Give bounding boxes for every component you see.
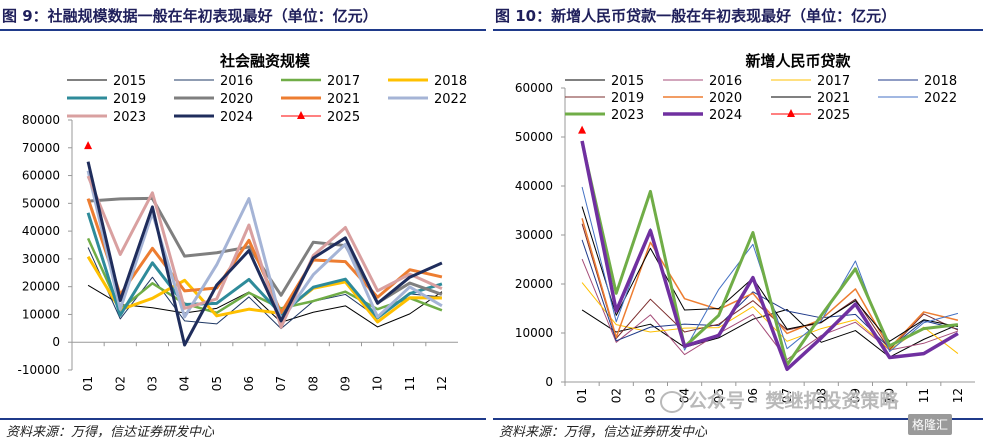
legend-label-2020: 2020 <box>709 91 742 106</box>
legend-label-2020: 2020 <box>220 92 253 107</box>
x-tick-label: 11 <box>403 376 417 391</box>
legend-label-2023: 2023 <box>113 110 146 125</box>
x-tick-label: 03 <box>145 376 159 391</box>
x-tick-label: 10 <box>883 388 897 403</box>
y-tick-label: 50000 <box>22 196 60 210</box>
x-tick-label: 03 <box>643 388 657 403</box>
right-figure-panel: 图 10：新增人民币贷款一般在年初表现最好（单位：亿元） 新增人民币贷款 0 100… <box>493 0 986 440</box>
legend-label-2018: 2018 <box>924 74 957 89</box>
legend-label-2019: 2019 <box>113 92 146 107</box>
series-line-2015 <box>87 284 443 328</box>
series-line-2018 <box>86 255 442 324</box>
series-line-2023 <box>580 141 959 367</box>
legend-label-2016: 2016 <box>220 74 253 89</box>
x-tick-label: 05 <box>712 388 726 403</box>
legend-label-2017: 2017 <box>817 74 850 89</box>
series-point-2025 <box>84 141 93 150</box>
legend-label-2025: 2025 <box>817 108 850 123</box>
left-figure-panel: 图 9：社融规模数据一般在年初表现最好（单位：亿元） 社会融资规模 -10000 0… <box>0 0 493 440</box>
legend-label-2024: 2024 <box>709 108 742 123</box>
legend-label-2024: 2024 <box>220 110 253 125</box>
y-tick-label: 20000 <box>515 277 553 291</box>
x-tick-label: 08 <box>306 376 320 391</box>
x-tick-label: 08 <box>814 388 828 403</box>
y-tick-label: 30000 <box>515 228 553 242</box>
series-line-2019 <box>581 223 959 351</box>
footer-divider <box>0 418 486 420</box>
series-line-2020 <box>581 218 959 349</box>
x-tick-label: 01 <box>81 376 95 391</box>
legend-label-2022: 2022 <box>924 91 957 106</box>
y-tick-label: 0 <box>545 375 553 389</box>
watermark: 公众号 · 樊继拓投资策略 <box>660 386 898 413</box>
legend-marker-2025 <box>787 109 795 117</box>
figure-title: 图 9：社融规模数据一般在年初表现最好（单位：亿元） <box>2 7 378 25</box>
series-line-2022 <box>86 170 443 323</box>
x-tick-label: 01 <box>575 388 589 403</box>
series-line-2023 <box>86 175 443 329</box>
legend-label-2019: 2019 <box>611 91 644 106</box>
y-tick-label: 60000 <box>515 81 553 95</box>
series-line-2024 <box>86 161 443 347</box>
legend-label-2021: 2021 <box>817 91 850 106</box>
chart-title: 新增人民币贷款 <box>745 52 851 70</box>
legend-marker-2025 <box>297 111 305 119</box>
y-tick-label: 70000 <box>22 141 60 155</box>
x-tick-label: 09 <box>338 376 352 391</box>
legend-label-2021: 2021 <box>327 92 360 107</box>
y-tick-label: 60000 <box>22 169 60 183</box>
x-tick-label: 07 <box>780 388 794 403</box>
x-tick-label: 11 <box>917 388 931 403</box>
title-divider <box>493 29 983 31</box>
y-tick-label: 80000 <box>22 113 60 127</box>
footer-divider <box>493 418 983 420</box>
series-point-2025 <box>578 125 587 134</box>
x-tick-label: 12 <box>435 376 449 391</box>
new-rmb-loans-chart: 新增人民币贷款 0 10000 20000 30000 40000 50000 60000 01… <box>515 52 975 403</box>
x-tick-label: 02 <box>113 376 127 391</box>
legend-label-2016: 2016 <box>709 74 742 89</box>
y-tick-label: 40000 <box>515 179 553 193</box>
source-note: 资料来源：万得，信达证券研发中心 <box>6 425 215 440</box>
y-tick-label: 30000 <box>22 252 60 266</box>
x-tick-label: 06 <box>746 388 760 403</box>
figure-title: 图 10：新增人民币贷款一般在年初表现最好（单位：亿元） <box>495 7 897 25</box>
x-tick-label: 12 <box>951 388 965 403</box>
legend-label-2025: 2025 <box>327 110 360 125</box>
social-financing-chart: 社会融资规模 -10000 0 10000 20000 30000 40000 50000 60… <box>17 52 467 391</box>
legend-label-2015: 2015 <box>611 74 644 89</box>
x-tick-label: 06 <box>242 376 256 391</box>
y-tick-label: 40000 <box>22 224 60 238</box>
watermark-text: 公众号 · 樊继拓投资策略 <box>688 390 899 412</box>
legend-label-2015: 2015 <box>113 74 146 89</box>
wechat-icon <box>660 390 684 413</box>
legend-label-2018: 2018 <box>434 74 467 89</box>
title-divider <box>0 29 486 31</box>
x-tick-label: 07 <box>274 376 288 391</box>
y-tick-label: 10000 <box>22 307 60 321</box>
legend-label-2023: 2023 <box>611 108 644 123</box>
y-tick-label: 50000 <box>515 130 553 144</box>
x-tick-label: 04 <box>178 376 192 391</box>
y-tick-label: -10000 <box>17 363 60 377</box>
x-tick-label: 09 <box>848 388 862 403</box>
brand-logo: 格隆汇 <box>908 414 953 435</box>
x-tick-label: 10 <box>371 376 385 391</box>
y-tick-label: 0 <box>52 335 60 349</box>
source-note: 资料来源：万得，信达证券研发中心 <box>499 425 708 440</box>
series-line-2016 <box>581 258 959 360</box>
y-tick-label: 10000 <box>515 326 553 340</box>
y-tick-label: 20000 <box>22 280 60 294</box>
series-line-2017 <box>86 237 443 315</box>
legend-label-2017: 2017 <box>327 74 360 89</box>
x-tick-label: 05 <box>210 376 224 391</box>
x-tick-label: 02 <box>609 388 623 403</box>
legend-label-2022: 2022 <box>434 92 467 107</box>
chart-title: 社会融资规模 <box>219 52 311 70</box>
series-line-2024 <box>580 140 959 372</box>
